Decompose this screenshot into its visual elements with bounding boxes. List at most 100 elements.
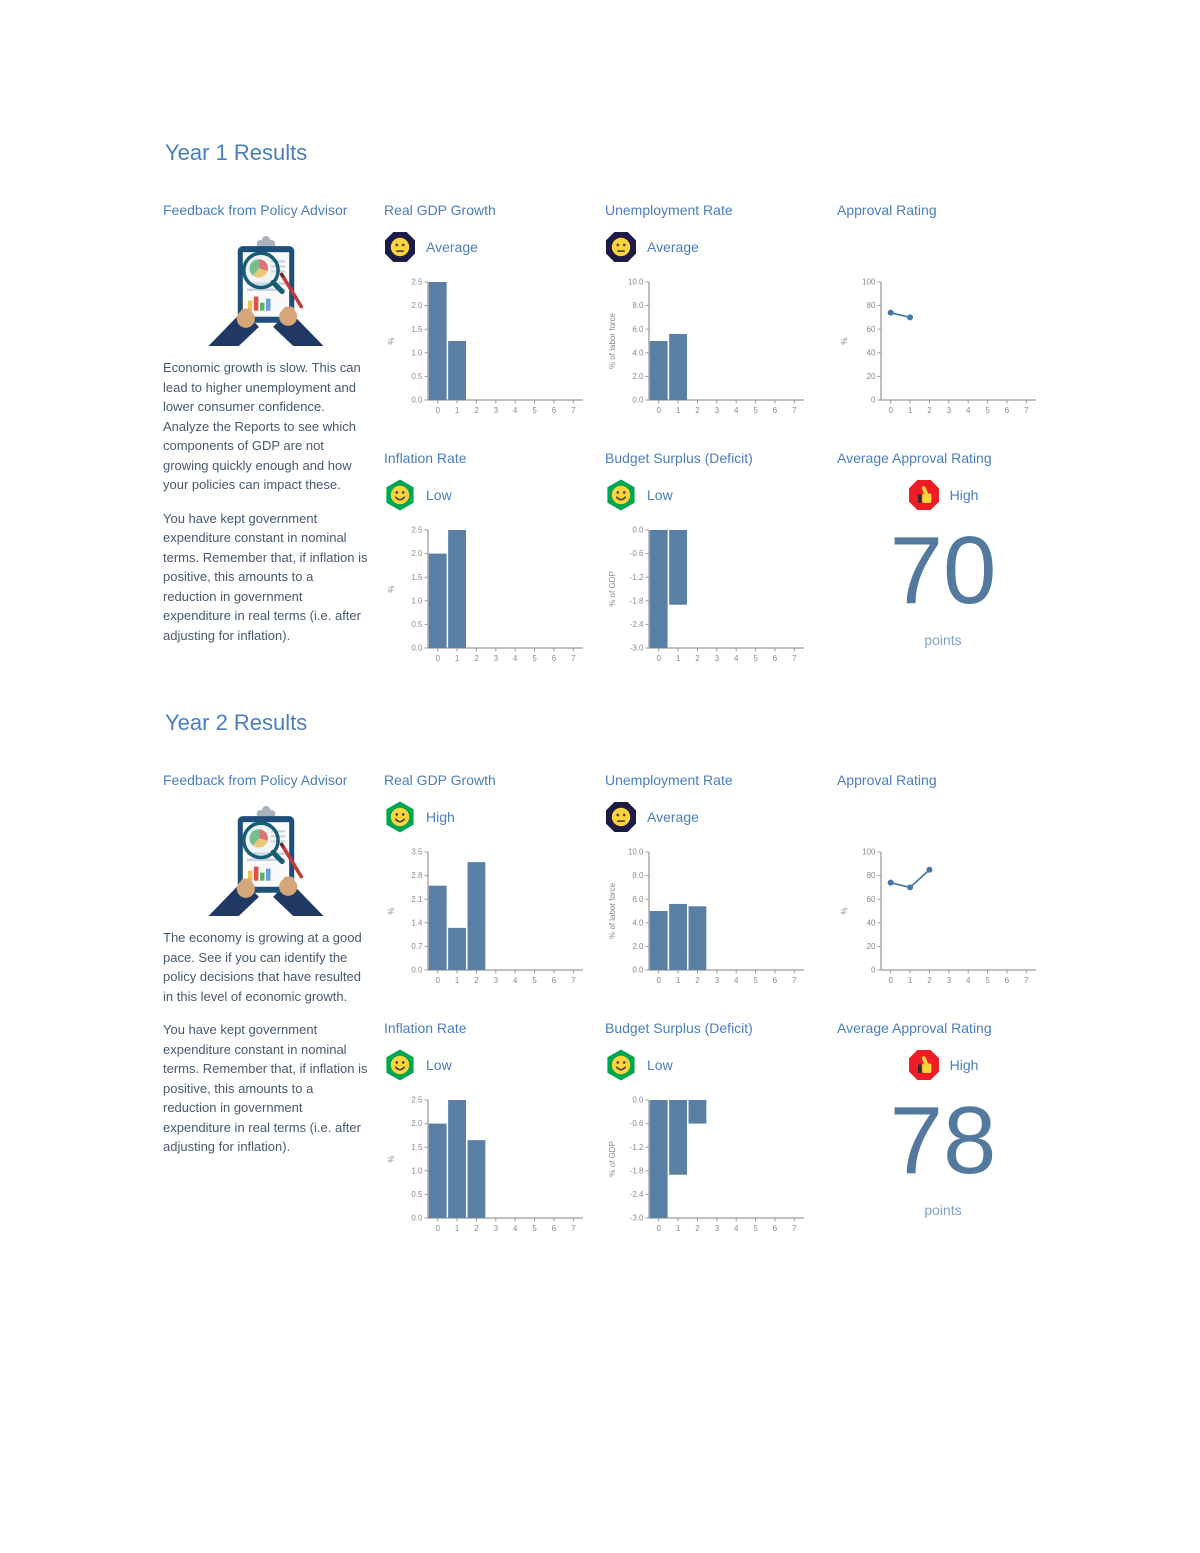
svg-text:4: 4 xyxy=(513,406,518,415)
policy-advisor-feedback-card: Feedback from Policy Advisor xyxy=(163,202,368,672)
svg-text:3: 3 xyxy=(494,654,499,663)
svg-text:7: 7 xyxy=(571,406,576,415)
svg-text:3: 3 xyxy=(494,406,499,415)
inflation-card: Inflation Rate Low 0.0 0.5 1.0 1.5 2.0 2.5 0 1 2… xyxy=(384,1020,589,1242)
card-title: Average Approval Rating xyxy=(837,450,992,466)
feedback-paragraph: You have kept government expenditure con… xyxy=(163,1022,368,1154)
svg-text:3: 3 xyxy=(494,1224,499,1233)
real-gdp-card: Real GDP Growth High 0.0 0.7 1.4 2.1 2.8 3.5 0… xyxy=(384,772,589,994)
feedback-paragraph: Economic growth is slow. This can lead t… xyxy=(163,360,361,492)
svg-text:7: 7 xyxy=(792,406,797,415)
svg-text:6: 6 xyxy=(1005,406,1010,415)
badge-label: Low xyxy=(426,487,452,503)
svg-text:7: 7 xyxy=(792,976,797,985)
badge-label: High xyxy=(949,1057,979,1073)
badge-label: Average xyxy=(647,809,699,825)
inflation-card: Inflation Rate Low 0.0 0.5 1.0 1.5 2.0 2.5 0 1 2… xyxy=(384,450,589,672)
svg-text:0.0: 0.0 xyxy=(632,1096,644,1105)
svg-text:% of GDP: % of GDP xyxy=(608,1141,617,1177)
svg-text:20: 20 xyxy=(867,372,876,381)
svg-text:-1.8: -1.8 xyxy=(630,596,644,605)
svg-text:2: 2 xyxy=(927,406,932,415)
svg-text:6.0: 6.0 xyxy=(632,895,644,904)
unemployment-chart: 0.0 2.0 4.0 6.0 8.0 10.0 0 1 2 3 4 5 6 7 % of labor fo… xyxy=(608,278,804,415)
svg-text:1.0: 1.0 xyxy=(411,1166,423,1175)
svg-text:5: 5 xyxy=(753,406,758,415)
svg-text:10.0: 10.0 xyxy=(628,278,644,287)
svg-text:6: 6 xyxy=(773,654,778,663)
smiley-face-badge-icon xyxy=(384,479,416,511)
svg-text:4: 4 xyxy=(966,406,971,415)
card-title: Budget Surplus (Deficit) xyxy=(605,1020,753,1036)
approval-rating-chart: 0 20 40 60 80 100 0 1 2 3 4 5 6 7% xyxy=(840,278,1036,415)
svg-text:5: 5 xyxy=(532,976,537,985)
svg-text:-1.2: -1.2 xyxy=(630,573,644,582)
svg-text:-0.6: -0.6 xyxy=(630,1119,644,1128)
average-approval-value: 70 xyxy=(889,517,997,624)
card-title: Approval Rating xyxy=(837,772,937,788)
feedback-paragraph: You have kept government expenditure con… xyxy=(163,510,368,643)
svg-text:2: 2 xyxy=(474,976,479,985)
svg-text:0: 0 xyxy=(435,654,440,663)
svg-text:3: 3 xyxy=(494,976,499,985)
average-approval-card: Average Approval Rating High 70 points xyxy=(837,450,1049,672)
svg-text:0: 0 xyxy=(435,406,440,415)
svg-text:-1.8: -1.8 xyxy=(630,1166,644,1175)
svg-text:2.5: 2.5 xyxy=(411,1096,423,1105)
svg-text:2: 2 xyxy=(927,976,932,985)
svg-text:0.0: 0.0 xyxy=(632,526,644,535)
svg-text:2.1: 2.1 xyxy=(411,895,423,904)
svg-text:4: 4 xyxy=(966,976,971,985)
svg-text:5: 5 xyxy=(985,406,990,415)
svg-text:3: 3 xyxy=(715,976,720,985)
svg-text:1: 1 xyxy=(908,406,913,415)
svg-text:1: 1 xyxy=(455,654,460,663)
approval-rating-chart: 0 20 40 60 80 100 0 1 2 3 4 5 6 7% xyxy=(840,848,1036,985)
svg-text:-3.0: -3.0 xyxy=(630,644,644,653)
card-title: Budget Surplus (Deficit) xyxy=(605,450,753,466)
svg-text:6: 6 xyxy=(552,406,557,415)
svg-text:3: 3 xyxy=(947,976,952,985)
points-label: points xyxy=(924,1201,962,1218)
svg-text:0.0: 0.0 xyxy=(411,1214,423,1223)
svg-text:1.4: 1.4 xyxy=(411,918,423,927)
section-heading: Year 2 Results xyxy=(165,710,308,735)
thumbs-up-badge-icon xyxy=(908,479,940,511)
svg-text:2.8: 2.8 xyxy=(411,871,423,880)
svg-text:0.7: 0.7 xyxy=(411,942,423,951)
svg-text:6: 6 xyxy=(773,976,778,985)
svg-text:3: 3 xyxy=(715,406,720,415)
svg-text:80: 80 xyxy=(867,301,876,310)
inflation-chart: 0.0 0.5 1.0 1.5 2.0 2.5 0 1 2 3 4 5 6 7% xyxy=(387,526,583,663)
neutral-face-badge-icon xyxy=(605,801,637,833)
svg-text:1: 1 xyxy=(676,1224,681,1233)
svg-text:7: 7 xyxy=(792,654,797,663)
results-page: Year 1 Results Real GDP Growth Average 0… xyxy=(163,140,1053,1280)
svg-text:2.0: 2.0 xyxy=(411,1119,423,1128)
svg-text:2.0: 2.0 xyxy=(411,301,423,310)
average-approval-value: 78 xyxy=(889,1087,997,1194)
svg-text:4: 4 xyxy=(513,976,518,985)
neutral-face-badge-icon xyxy=(384,231,416,263)
unemployment-card: Unemployment Rate Average 0.0 2.0 4.0 6.0 8.… xyxy=(605,202,821,424)
card-title: Unemployment Rate xyxy=(605,772,733,788)
svg-text:0: 0 xyxy=(888,406,893,415)
thumbs-up-badge-icon xyxy=(908,1049,940,1081)
svg-text:4: 4 xyxy=(734,1224,739,1233)
svg-text:4: 4 xyxy=(513,1224,518,1233)
svg-text:3.5: 3.5 xyxy=(411,848,423,857)
svg-text:0.5: 0.5 xyxy=(411,1190,423,1199)
svg-text:1.5: 1.5 xyxy=(411,1143,423,1152)
badge-label: Low xyxy=(647,1057,673,1073)
svg-text:6.0: 6.0 xyxy=(632,325,644,334)
svg-text:8.0: 8.0 xyxy=(632,871,644,880)
real-gdp-chart: 0.0 0.5 1.0 1.5 2.0 2.5 0 1 2 3 4 5 6 7% xyxy=(387,278,583,415)
svg-text:10.0: 10.0 xyxy=(628,848,644,857)
real-gdp-card: Real GDP Growth Average 0.0 0.5 1.0 1.5 2.0 2… xyxy=(384,202,589,424)
badge-label: Low xyxy=(426,1057,452,1073)
smiley-face-badge-icon xyxy=(605,1049,637,1081)
card-title: Feedback from Policy Advisor xyxy=(163,772,348,788)
svg-text:4.0: 4.0 xyxy=(632,918,644,927)
smiley-face-badge-icon xyxy=(384,1049,416,1081)
smiley-face-badge-icon xyxy=(605,479,637,511)
